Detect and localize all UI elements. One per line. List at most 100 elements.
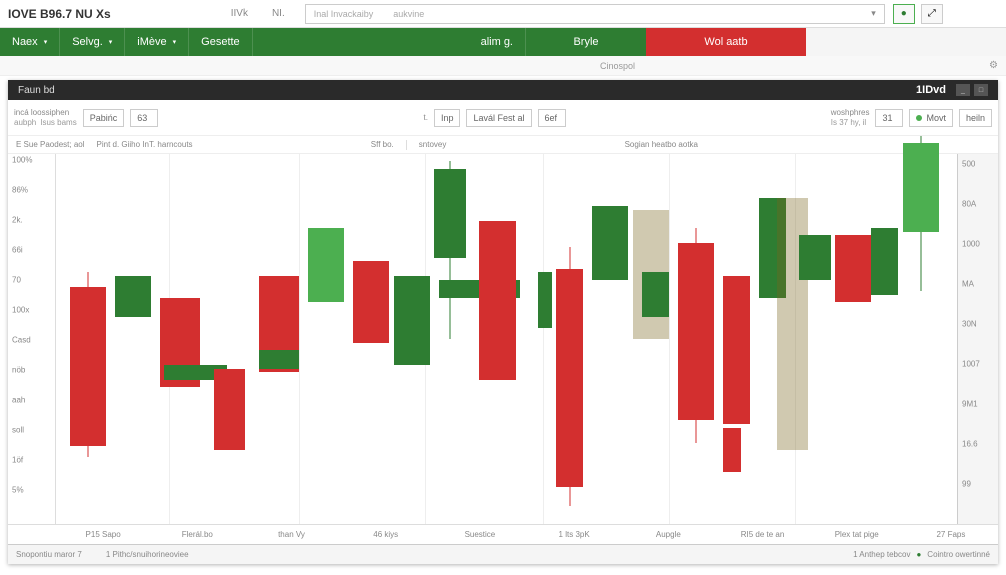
search-placeholder: Inal Invackaiby [314, 9, 374, 19]
sell-button[interactable]: Wol aatb [646, 28, 806, 56]
indicator-icon[interactable]: ● [893, 4, 915, 24]
ctrl-sm: Is 37 hy, il [831, 118, 870, 127]
top-nav-item[interactable]: NI. [272, 8, 285, 19]
y-tick: 5% [12, 486, 24, 495]
r-tick: 30N [962, 320, 977, 329]
sub-bar: Cinospol ⚙ [0, 56, 1006, 76]
ctrl-label: woshphres [831, 108, 870, 117]
ctrl-label: incá loossiphen [14, 108, 77, 117]
candle [799, 154, 831, 524]
candlestick-chart: 100%86%2k.66i70100xCasdnöbaahsoll1öf5% 5… [8, 154, 998, 524]
menu-end [806, 28, 1006, 56]
chevron-down-icon[interactable]: ▾ [871, 8, 876, 19]
ctrl-select[interactable]: Movt [909, 109, 953, 127]
status-bar: Snopontiu maror 7 1 Pithc/snuihorineovie… [8, 544, 998, 564]
y-tick: 100x [12, 306, 29, 315]
search-input[interactable]: Inal Invackaiby aukvine ▾ [305, 4, 885, 24]
ctrl-value[interactable]: 63 [130, 109, 158, 127]
candle [538, 154, 552, 524]
r-tick: 500 [962, 160, 975, 169]
candle [214, 154, 246, 524]
menu-item[interactable]: Gesette [189, 28, 253, 56]
candle [353, 154, 389, 524]
x-tick: P15 Sapo [56, 530, 150, 539]
x-tick: than Vy [244, 530, 338, 539]
y-tick: 66i [12, 246, 23, 255]
r-tick: 1007 [962, 360, 980, 369]
y-tick: 70 [12, 276, 21, 285]
ctrl-label: t. [424, 113, 428, 122]
x-tick: 1 lts 3pK [527, 530, 621, 539]
x-tick: RI5 de te an [715, 530, 809, 539]
expand-icon[interactable]: ⤢ [921, 4, 943, 24]
y-axis: 100%86%2k.66i70100xCasdnöbaahsoll1öf5% [8, 154, 56, 524]
y-tick: nöb [12, 366, 25, 375]
ctrl-select[interactable]: Lavál Fest al [466, 109, 531, 127]
r-tick: 16.6 [962, 440, 978, 449]
sub-label: Cinospol [600, 61, 635, 71]
ctrl-value[interactable]: 6ef [538, 109, 566, 127]
candle [723, 154, 741, 524]
controls-row: incá loossiphen aubph Isus bams Pabińc 6… [8, 100, 998, 136]
hdr-item: Pint d. Giiho InT. harncouts [97, 140, 193, 149]
app-logo: IOVE B96.7 NU Xs [8, 7, 111, 21]
candle [871, 154, 898, 524]
r-tick: MA [962, 280, 974, 289]
chart-plot[interactable] [56, 154, 958, 524]
candle [556, 154, 583, 524]
hdr-item: Sff bo. [371, 140, 394, 149]
r-tick: 1000 [962, 240, 980, 249]
menu-item[interactable]: Naex▾ [0, 28, 60, 56]
status-text: 1 Anthep tebcov [853, 550, 910, 559]
x-tick: Aupgle [621, 530, 715, 539]
y-tick: 100% [12, 156, 32, 165]
status-text: 1 Pithc/snuihorineoviee [106, 550, 189, 559]
panel-value: 1IDvd [916, 84, 946, 96]
ctrl-select[interactable]: heiln [959, 109, 992, 127]
y-tick: aah [12, 396, 25, 405]
candle [70, 154, 106, 524]
x-tick: Plex tat pige [810, 530, 904, 539]
candle [835, 154, 871, 524]
status-indicator: ● [916, 550, 921, 559]
ctrl-value[interactable]: 31 [875, 109, 903, 127]
header-row: E Sue Paodest; aol Pint d. Giiho InT. ha… [8, 136, 998, 154]
ctrl-select[interactable]: Inp [434, 109, 461, 127]
r-tick: 9M1 [962, 400, 978, 409]
gear-icon[interactable]: ⚙ [989, 60, 998, 71]
candle [479, 154, 515, 524]
menu-tail[interactable]: alim g. [253, 28, 526, 56]
hdr-item: sntovey [419, 140, 447, 149]
ctrl-sm: Isus bams [40, 118, 76, 127]
x-tick: 27 Faps [904, 530, 998, 539]
ctrl-sm: aubph [14, 118, 36, 127]
y-tick: Casd [12, 336, 31, 345]
top-nav-item[interactable]: IIVk [231, 8, 248, 19]
hdr-item: E Sue Paodest; aol [16, 140, 85, 149]
hdr-item: Sogian heatbo aotka [625, 140, 698, 149]
menu-item[interactable]: iMève▾ [125, 28, 189, 56]
y-tick: 1öf [12, 456, 23, 465]
candle [259, 154, 300, 524]
buy-button[interactable]: Bryle [526, 28, 646, 56]
r-tick: 80A [962, 200, 976, 209]
x-tick: 46 kiys [339, 530, 433, 539]
panel-header: Faun bd 1IDvd _ □ [8, 80, 998, 100]
r-tick: 99 [962, 480, 971, 489]
status-text: Snopontiu maror 7 [16, 550, 82, 559]
candle [394, 154, 430, 524]
ctrl-select[interactable]: Pabińc [83, 109, 125, 127]
panel-max-icon[interactable]: □ [974, 84, 988, 96]
y-tick: 86% [12, 186, 28, 195]
candle [678, 154, 714, 524]
top-nav: IIVk NI. [231, 8, 285, 19]
panel-min-icon[interactable]: _ [956, 84, 970, 96]
menu-item[interactable]: Selvg.▾ [60, 28, 125, 56]
x-tick: Suestice [433, 530, 527, 539]
menu-bar: Naex▾ Selvg.▾ iMève▾ Gesette alim g. Bry… [0, 28, 1006, 56]
search-alt: aukvine [393, 9, 424, 19]
x-axis: P15 SapoFlerál.bothan Vy46 kiysSuestice1… [8, 524, 998, 544]
chart-panel: Faun bd 1IDvd _ □ incá loossiphen aubph … [8, 80, 998, 564]
candle [592, 154, 628, 524]
candle [642, 154, 669, 524]
